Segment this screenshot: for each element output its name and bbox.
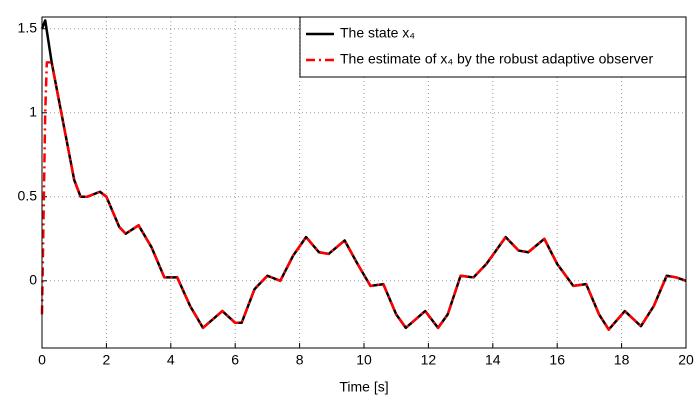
legend-label: The estimate of x₄ by the robust adaptiv… [340,51,653,67]
x-tick-label: 20 [678,352,694,368]
x-tick-label: 4 [167,352,175,368]
x-tick-label: 14 [485,352,501,368]
x-tick-label: 0 [38,352,46,368]
x-tick-label: 8 [296,352,304,368]
y-tick-label: 0.5 [18,187,38,203]
data-line [40,61,687,331]
y-tick-label: 0 [29,271,37,287]
x-tick-label: 6 [231,352,239,368]
x-tick-label: 10 [356,352,372,368]
x-tick-label: 18 [614,352,630,368]
legend-box [299,16,687,78]
legend-label: The state x₄ [340,25,415,41]
y-tick-label: 1.5 [18,19,38,35]
x-tick-label: 12 [421,352,437,368]
x-tick-label: 16 [549,352,565,368]
x-tick-label: 2 [103,352,111,368]
y-tick-label: 1 [29,103,37,119]
x-axis-label: Time [s] [339,379,388,395]
